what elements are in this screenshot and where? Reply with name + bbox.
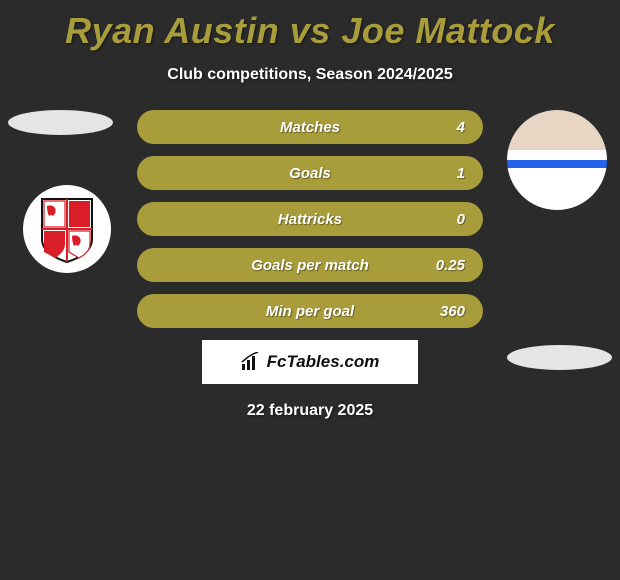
player-right-photo	[507, 110, 607, 210]
stat-label: Hattricks	[155, 211, 465, 228]
stat-row: Goals 1	[137, 156, 483, 190]
stat-row: Hattricks 0	[137, 202, 483, 236]
stat-label: Goals	[155, 165, 465, 182]
player-right-placeholder	[507, 345, 612, 370]
stat-value: 0.25	[436, 257, 465, 274]
player-left-club-badge	[23, 185, 111, 273]
stat-value: 0	[457, 211, 465, 228]
branding-text: FcTables.com	[267, 352, 380, 372]
stat-label: Matches	[155, 119, 465, 136]
page-subtitle: Club competitions, Season 2024/2025	[0, 66, 620, 84]
player-right-column	[507, 110, 612, 370]
chart-icon	[241, 352, 261, 372]
stat-row: Min per goal 360	[137, 294, 483, 328]
branding-box: FcTables.com	[202, 340, 418, 384]
page-title: Ryan Austin vs Joe Mattock	[0, 0, 620, 52]
stat-value: 1	[457, 165, 465, 182]
date-text: 22 february 2025	[0, 402, 620, 420]
comparison-panel: Matches 4 Goals 1 Hattricks 0 Goals per …	[0, 110, 620, 420]
stat-row: Matches 4	[137, 110, 483, 144]
player-left-placeholder	[8, 110, 113, 135]
club-shield-icon	[37, 194, 97, 264]
stat-row: Goals per match 0.25	[137, 248, 483, 282]
stat-label: Min per goal	[155, 303, 465, 320]
player-left-column	[8, 110, 113, 273]
stat-label: Goals per match	[155, 257, 465, 274]
stat-value: 360	[440, 303, 465, 320]
stat-value: 4	[457, 119, 465, 136]
stats-list: Matches 4 Goals 1 Hattricks 0 Goals per …	[137, 110, 483, 328]
